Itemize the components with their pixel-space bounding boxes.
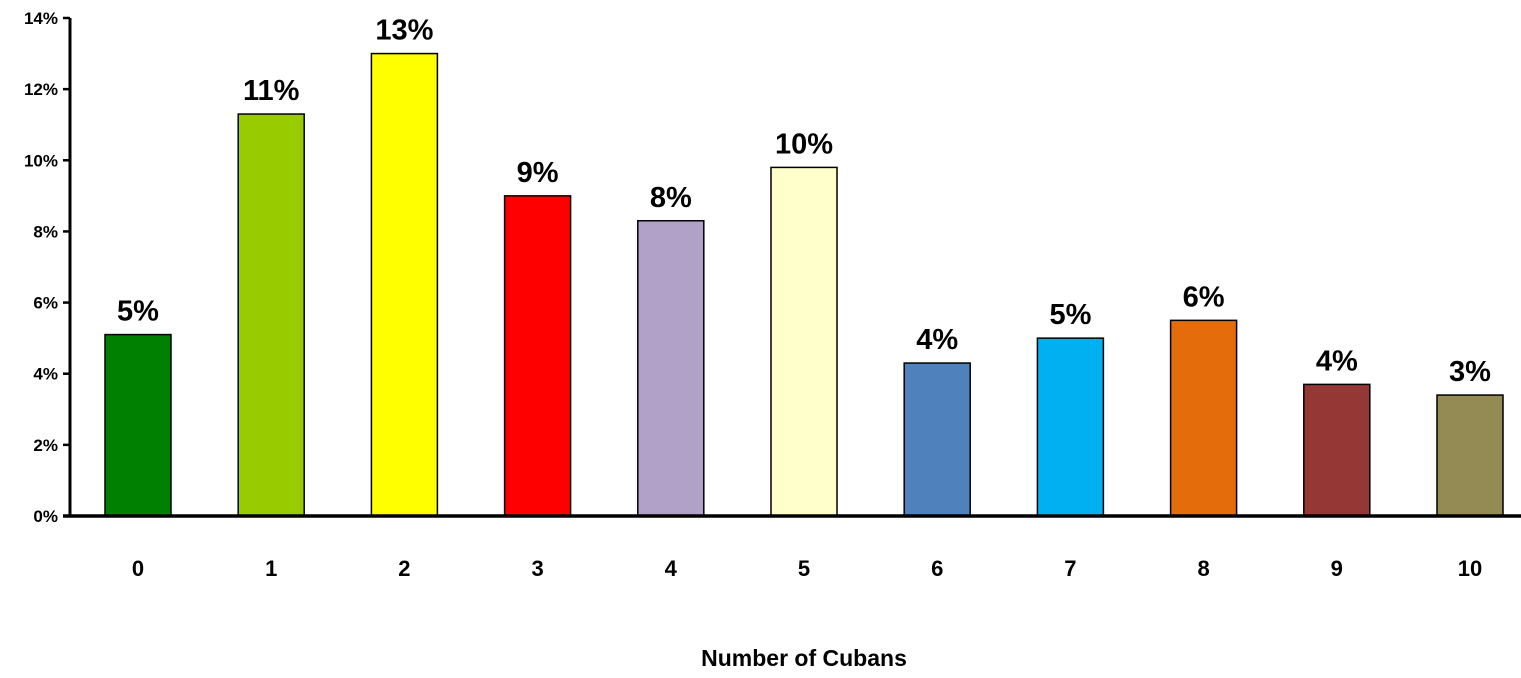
y-tick-label: 4% — [33, 365, 58, 384]
data-label: 10% — [775, 128, 833, 160]
bars — [104, 52, 1504, 517]
data-label: 3% — [1449, 356, 1491, 388]
y-tick-label: 12% — [24, 80, 58, 99]
x-axis-title: Number of Cubans — [701, 645, 907, 671]
bar — [1036, 337, 1105, 517]
data-label: 5% — [117, 296, 159, 328]
x-tick-label: 7 — [1064, 556, 1076, 581]
bar — [1303, 383, 1371, 517]
data-label: 13% — [375, 15, 433, 47]
x-tick-label: 0 — [132, 556, 144, 581]
data-label: 4% — [916, 324, 958, 356]
x-tick-label: 4 — [665, 556, 678, 581]
x-tick-label: 3 — [531, 556, 543, 581]
bar — [503, 195, 572, 517]
x-tick-label: 1 — [265, 556, 277, 581]
bar — [370, 52, 439, 517]
y-tick-label: 0% — [33, 507, 58, 526]
x-axis: 0 1 2 3 4 5 6 7 8 9 10 — [63, 514, 1521, 581]
bar — [104, 333, 172, 517]
bar — [770, 166, 838, 517]
data-label: 9% — [517, 157, 559, 189]
data-label: 8% — [650, 182, 692, 214]
x-tick-label: 10 — [1458, 556, 1482, 581]
bar — [1169, 319, 1238, 517]
y-tick-label: 6% — [33, 294, 58, 313]
y-tick-label: 14% — [24, 9, 58, 28]
data-label: 6% — [1183, 281, 1225, 313]
x-tick-label: 9 — [1331, 556, 1343, 581]
x-tick-label: 2 — [398, 556, 410, 581]
y-tick-label: 10% — [24, 151, 58, 170]
data-label: 11% — [243, 75, 300, 107]
bar — [637, 220, 705, 517]
x-tick-label: 5 — [798, 556, 810, 581]
bar — [1436, 394, 1504, 517]
bar — [903, 362, 971, 517]
y-axis: 0% 2% 4% 6% 8% 10% 12% 14% — [24, 9, 72, 526]
x-tick-label: 8 — [1197, 556, 1209, 581]
data-labels: 5% 11% 13% 9% 8% 10% 4% 5% 6% 4% 3% — [117, 15, 1491, 388]
bar — [237, 113, 305, 517]
y-tick-label: 8% — [33, 222, 58, 241]
x-tick-label: 6 — [931, 556, 943, 581]
y-tick-label: 2% — [33, 436, 58, 455]
data-label: 5% — [1049, 299, 1091, 331]
data-label: 4% — [1316, 345, 1358, 377]
